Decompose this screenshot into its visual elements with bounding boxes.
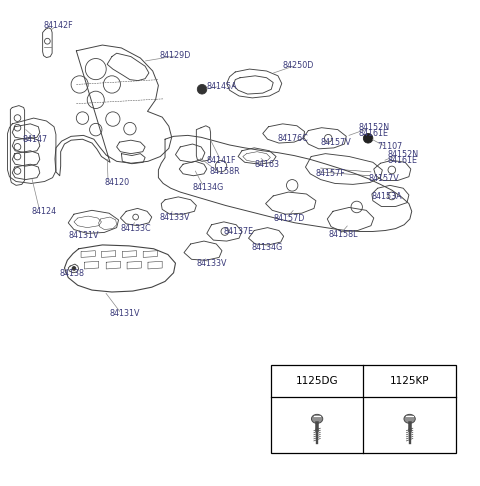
- Text: 84131V: 84131V: [109, 309, 140, 318]
- Text: 84141F: 84141F: [207, 156, 236, 165]
- Text: 84129D: 84129D: [159, 51, 191, 60]
- Text: 84161E: 84161E: [359, 129, 389, 139]
- Text: 84157D: 84157D: [273, 214, 305, 223]
- Text: 84137E: 84137E: [223, 227, 253, 236]
- Text: 1125DG: 1125DG: [296, 376, 338, 385]
- Text: 84142F: 84142F: [43, 21, 73, 30]
- Text: 84250D: 84250D: [283, 61, 314, 69]
- Text: 84120: 84120: [105, 178, 130, 188]
- Text: 84134G: 84134G: [192, 183, 224, 192]
- Text: 84158R: 84158R: [209, 167, 240, 176]
- Text: 84176C: 84176C: [278, 134, 309, 143]
- Text: 84133C: 84133C: [120, 224, 151, 233]
- Ellipse shape: [404, 415, 415, 423]
- Text: 84152N: 84152N: [387, 150, 418, 158]
- Ellipse shape: [312, 415, 323, 423]
- Text: 84138: 84138: [60, 269, 84, 278]
- Text: 84131V: 84131V: [68, 231, 99, 240]
- Text: 84161E: 84161E: [387, 156, 417, 165]
- Text: 84152N: 84152N: [359, 123, 390, 132]
- Text: 84134G: 84134G: [252, 243, 283, 252]
- Text: 84124: 84124: [31, 207, 56, 216]
- Text: 84153A: 84153A: [372, 192, 403, 201]
- Text: 84163: 84163: [254, 160, 279, 169]
- Text: 71107: 71107: [378, 142, 403, 152]
- Circle shape: [72, 266, 76, 270]
- Text: 1125KP: 1125KP: [390, 376, 430, 385]
- Text: 84158L: 84158L: [328, 230, 358, 239]
- Circle shape: [363, 134, 373, 143]
- Text: 84147: 84147: [23, 135, 48, 144]
- Bar: [271, 364, 456, 453]
- Text: 84133V: 84133V: [159, 212, 190, 222]
- Text: 84157F: 84157F: [316, 169, 346, 178]
- Circle shape: [197, 85, 207, 94]
- Text: 84145A: 84145A: [207, 82, 238, 91]
- Text: 84133V: 84133V: [196, 259, 227, 268]
- Text: 84157V: 84157V: [321, 138, 351, 147]
- Text: 84157V: 84157V: [368, 174, 399, 183]
